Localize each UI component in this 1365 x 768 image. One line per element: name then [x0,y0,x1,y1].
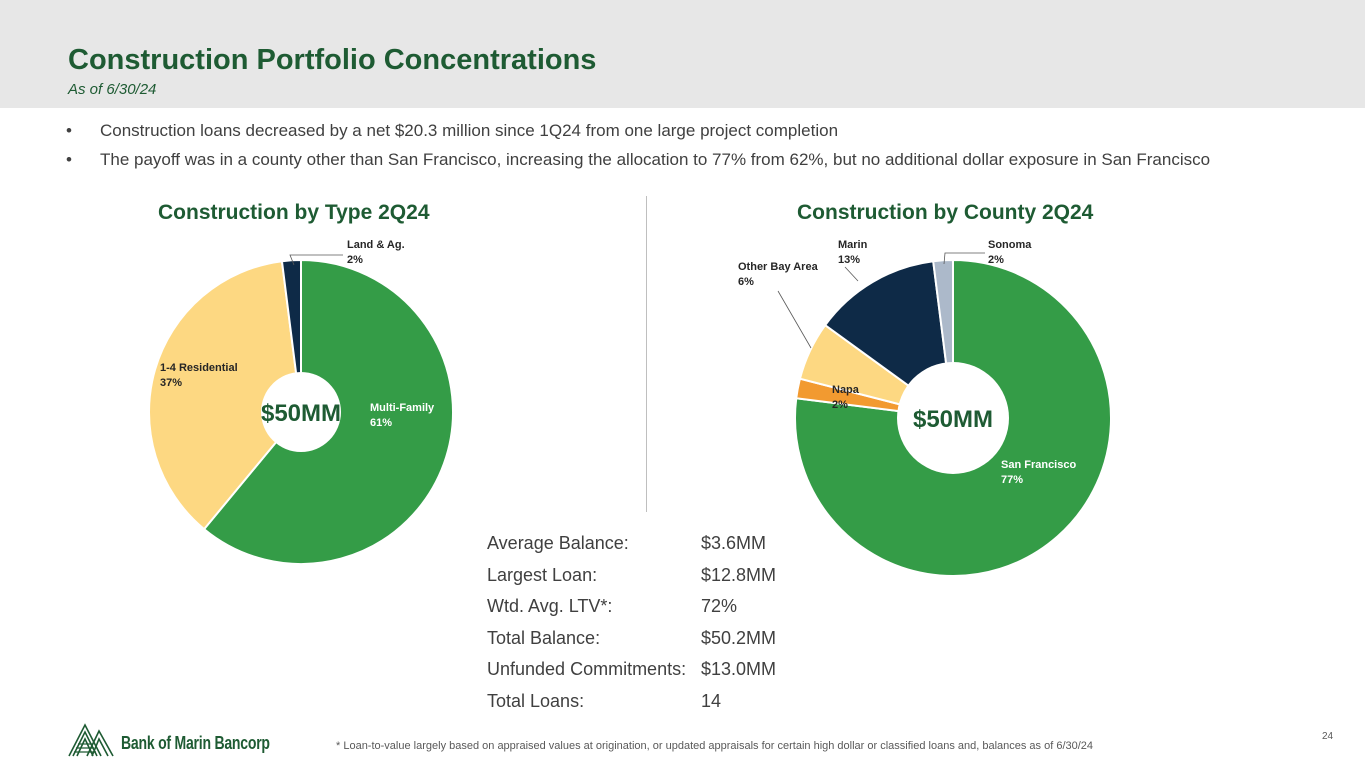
slice-label-other-bay-area: Other Bay Area [738,261,819,273]
pie-slice-1-4-residential [148,260,303,531]
donut-center-label: $50MM [913,406,993,433]
bullet-dot: • [66,121,72,140]
bullet-item: • The payoff was in a county other than … [66,145,1346,174]
bullet-list: • Construction loans decreased by a net … [66,116,1346,174]
slice-value-marin: 13% [838,254,860,266]
bullet-text: The payoff was in a county other than Sa… [100,150,1211,169]
stat-value: $12.8MM [701,564,777,585]
bank-logo-mark [68,723,114,757]
slice-value-san-francisco: 77% [1001,474,1023,486]
slice-value-multi-family: 61% [370,417,392,429]
stat-value: $3.6MM [701,533,767,553]
header-band [0,0,1365,108]
slice-label-multi-family: Multi-Family [370,402,435,414]
bullet-text: Construction loans decreased by a net $2… [100,121,839,140]
leader-line-land-ag [289,254,343,266]
slice-value-other-bay-area: 6% [738,276,754,288]
slice-label-napa: Napa [832,384,860,396]
slice-value-land-ag: 2% [347,254,363,266]
donut-hole [897,362,1009,474]
stat-value: 14 [701,690,722,711]
donut-hole [261,372,341,452]
slice-value-napa: 2% [832,399,848,411]
stat-label: Total Balance: [487,627,601,648]
page-number: 24 [1322,731,1334,742]
stat-label: Unfunded Commitments: [487,659,687,679]
stat-value: $13.0MM [701,659,777,679]
stat-value: $50.2MM [701,627,777,648]
footnote: * Loan-to-value largely based on apprais… [336,740,1094,752]
page-title: Construction Portfolio Concentrations [68,44,597,76]
pie-slice-san-francisco [794,258,1112,577]
county-chart-title: Construction by County 2Q24 [797,201,1094,224]
slice-label-sonoma: Sonoma [988,239,1032,251]
vertical-divider [646,196,647,512]
bullet-item: • Construction loans decreased by a net … [66,116,1346,145]
bank-logo-text: Bank of Marin Bancorp [121,733,270,753]
stat-label: Wtd. Avg. LTV*: [487,596,613,616]
stat-label: Largest Loan: [487,564,598,585]
page-subtitle: As of 6/30/24 [68,81,157,98]
slice-value-1-4-residential: 37% [160,377,182,389]
stat-value: 72% [701,596,738,616]
slice-label-san-francisco: San Francisco [1001,459,1076,471]
stat-label: Average Balance: [487,533,629,553]
bullet-dot: • [66,150,72,169]
leader-line-other-bay-area [777,290,812,349]
slice-label-marin: Marin [838,239,868,251]
leader-line-marin [844,266,859,282]
leader-line-sonoma [943,252,985,265]
slice-label-1-4-residential: 1-4 Residential [160,362,238,374]
slice-value-sonoma: 2% [988,254,1004,266]
donut-center-label: $50MM [261,400,341,427]
type-chart-title: Construction by Type 2Q24 [158,201,430,224]
slice-label-land-ag: Land & Ag. [347,239,405,251]
stat-label: Total Loans: [487,690,585,711]
